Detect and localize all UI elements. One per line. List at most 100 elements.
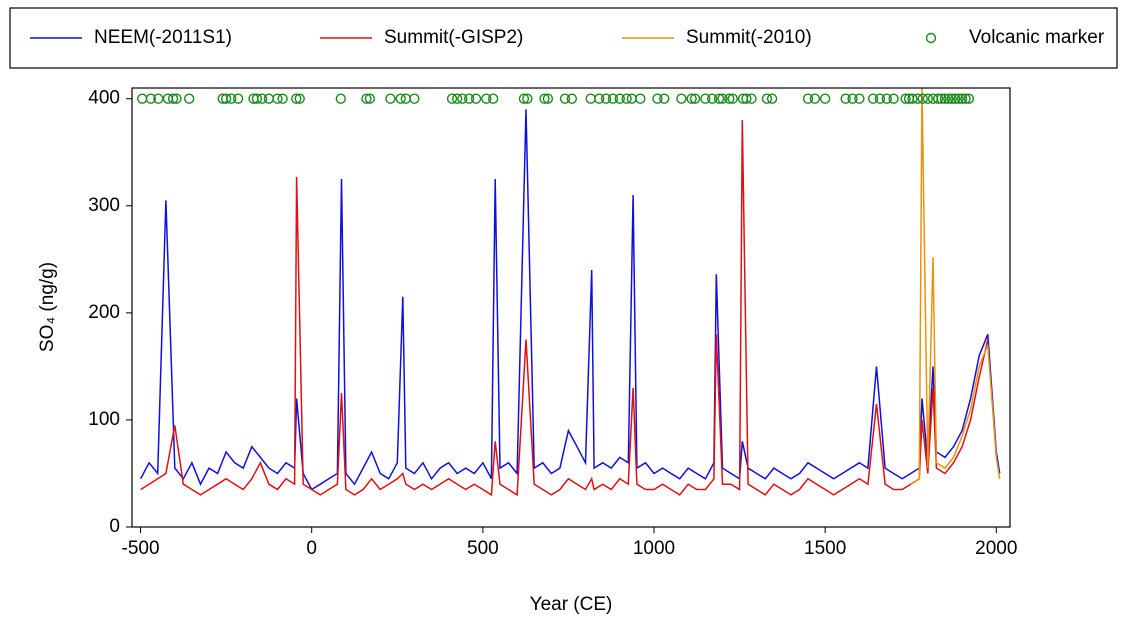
volcanic-marker — [676, 93, 687, 104]
volcanic-marker — [950, 93, 961, 104]
volcanic-marker — [727, 93, 738, 104]
volcanic-marker — [840, 93, 851, 104]
volcanic-marker — [900, 93, 911, 104]
volcanic-marker — [854, 93, 865, 104]
volcanic-marker — [183, 93, 195, 104]
x-tick-label: 0 — [306, 538, 317, 559]
legend-label: Summit(-GISP2) — [384, 27, 523, 48]
volcanic-marker — [335, 93, 347, 104]
y-tick-label: 100 — [88, 409, 120, 430]
volcanic-marker — [481, 93, 492, 104]
volcanic-marker — [943, 93, 954, 104]
volcanic-marker — [960, 93, 971, 104]
legend-label: NEEM(-2011S1) — [94, 27, 232, 48]
volcanic-marker — [874, 93, 886, 104]
volcanic-marker — [912, 93, 923, 104]
volcanic-marker — [700, 93, 711, 104]
volcanic-marker — [867, 93, 879, 104]
volcanic-marker — [364, 93, 376, 104]
series-line — [910, 87, 1001, 485]
legend-label: Summit(-2010) — [686, 27, 812, 48]
volcanic-marker — [277, 93, 288, 104]
x-tick-label: -500 — [122, 538, 160, 559]
volcanic-marker — [614, 93, 625, 104]
volcanic-marker — [251, 93, 263, 104]
plot-area — [137, 87, 1001, 497]
volcanic-marker — [917, 93, 928, 104]
volcanic-marker — [713, 93, 725, 104]
volcanic-marker — [457, 93, 468, 104]
volcanic-marker — [819, 93, 831, 104]
volcanic-marker — [451, 93, 463, 104]
volcanic-marker — [717, 93, 728, 104]
volcanic-marker — [888, 93, 899, 104]
volcanic-marker — [232, 93, 244, 104]
volcanic-marker — [585, 93, 596, 104]
volcanic-marker — [907, 93, 918, 104]
volcanic-marker — [953, 93, 964, 104]
volcanic-marker — [566, 93, 578, 104]
volcanic-marker — [463, 93, 475, 104]
plot-frame — [131, 87, 1011, 528]
volcanic-marker — [487, 93, 499, 104]
volcanic-marker — [594, 93, 605, 104]
series-line — [140, 120, 989, 497]
volcanic-marker — [272, 93, 283, 104]
volcanic-marker — [522, 93, 533, 104]
volcanic-marker — [226, 93, 237, 104]
volcanic-marker — [963, 93, 975, 104]
volcanic-marker — [621, 93, 632, 104]
x-axis-label: Year (CE) — [530, 594, 613, 615]
volcanic-marker — [946, 93, 958, 104]
legend-symbol — [925, 32, 937, 44]
volcanic-marker — [706, 93, 718, 104]
volcanic-marker — [635, 93, 646, 104]
volcanic-marker — [936, 93, 947, 104]
x-tick-label: 1500 — [804, 538, 846, 559]
volcanic-marker — [361, 93, 372, 104]
volcanic-marker — [600, 93, 612, 104]
volcanic-marker — [470, 93, 482, 104]
volcanic-marker — [446, 93, 458, 104]
volcanic-marker — [847, 93, 858, 104]
volcanic-marker — [766, 93, 778, 104]
volcanic-marker — [542, 93, 554, 104]
volcanic-marker — [746, 93, 757, 104]
volcanic-marker — [256, 93, 268, 104]
volcanic-marker — [171, 93, 182, 104]
y-tick-label: 0 — [109, 516, 120, 537]
volcanic-marker — [809, 93, 821, 104]
x-tick-label: 2000 — [975, 538, 1017, 559]
volcanic-marker — [659, 93, 670, 104]
volcanic-marker — [652, 93, 663, 104]
volcanic-marker — [939, 93, 951, 104]
volcanic-marker — [518, 93, 530, 104]
volcanic-marker — [724, 93, 735, 104]
legend-label: Volcanic marker — [969, 27, 1105, 48]
y-tick-label: 200 — [88, 302, 120, 323]
y-tick-label: 300 — [88, 195, 120, 216]
volcanic-marker — [263, 93, 275, 104]
volcanic-marker — [761, 93, 773, 104]
volcanic-marker — [137, 93, 148, 104]
volcanic-marker — [881, 93, 892, 104]
volcanic-marker — [607, 93, 619, 104]
volcanic-marker — [686, 93, 697, 104]
y-axis-label: SO₄ (ng/g) — [37, 262, 58, 352]
x-tick-label: 1000 — [633, 538, 675, 559]
volcanic-marker — [385, 93, 396, 104]
volcanic-marker — [922, 93, 934, 104]
volcanic-marker — [409, 93, 420, 104]
volcanic-marker — [145, 93, 157, 104]
volcanic-marker — [932, 93, 944, 104]
volcanic-marker — [741, 93, 752, 104]
volcanic-marker — [559, 93, 571, 104]
volcanic-marker — [291, 93, 302, 104]
volcanic-marker — [294, 93, 305, 104]
legend-box — [9, 7, 1118, 69]
volcanic-marker — [167, 93, 179, 104]
volcanic-marker — [395, 93, 406, 104]
series-line — [139, 109, 1001, 491]
